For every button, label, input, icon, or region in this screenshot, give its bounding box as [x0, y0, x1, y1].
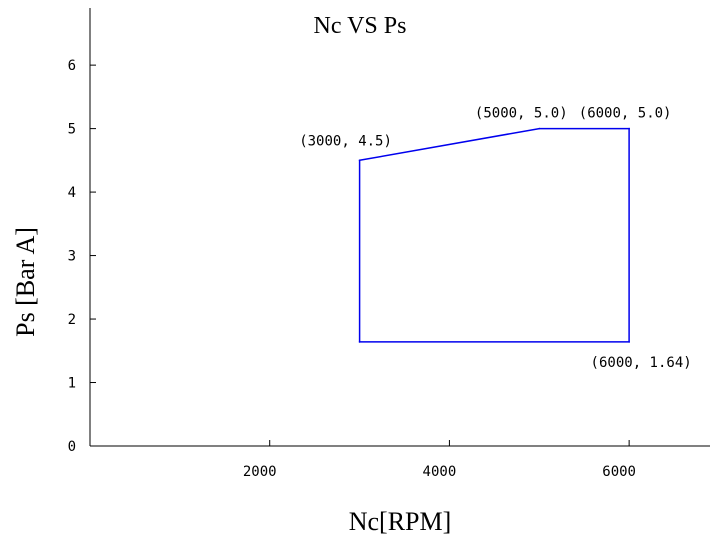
series-vertex	[538, 127, 541, 130]
y-tick-label: 3	[68, 249, 76, 265]
y-tick-label: 1	[68, 376, 76, 392]
x-tick-label: 2000	[243, 464, 277, 480]
y-tick-label: 4	[68, 185, 76, 201]
chart-title: Nc VS Ps	[314, 13, 407, 39]
point-annotation: (3000, 4.5)	[299, 133, 392, 149]
y-ticks: 0 1 2 3 4 5 6	[68, 58, 96, 455]
series-vertex	[628, 127, 630, 130]
x-axis-label: Nc[RPM]	[349, 507, 452, 536]
x-ticks: 2000 4000 6000	[243, 440, 636, 480]
y-tick-label: 6	[68, 58, 76, 74]
y-axis-label: Ps [Bar A]	[11, 227, 40, 337]
point-annotation: (5000, 5.0)	[475, 106, 568, 122]
series-vertex	[358, 159, 361, 162]
y-tick-label: 2	[68, 312, 76, 328]
x-tick-label: 4000	[423, 464, 457, 480]
series-vertex	[358, 341, 361, 343]
point-annotation: (6000, 1.64)	[591, 355, 692, 371]
y-tick-label: 5	[68, 122, 76, 138]
annotations-group: (3000, 4.5) (5000, 5.0) (6000, 5.0) (6000, …	[299, 106, 692, 371]
series-vertex	[628, 341, 630, 343]
point-annotation: (6000, 5.0)	[579, 106, 672, 122]
x-tick-label: 6000	[602, 464, 636, 480]
y-tick-label: 0	[68, 439, 76, 455]
series-outline	[358, 127, 630, 343]
plot-area: 2000 4000 6000 0 1 2 3 4 5 6 (3000, 4.5) (5000, 5…	[68, 8, 710, 480]
series-group	[358, 127, 630, 343]
